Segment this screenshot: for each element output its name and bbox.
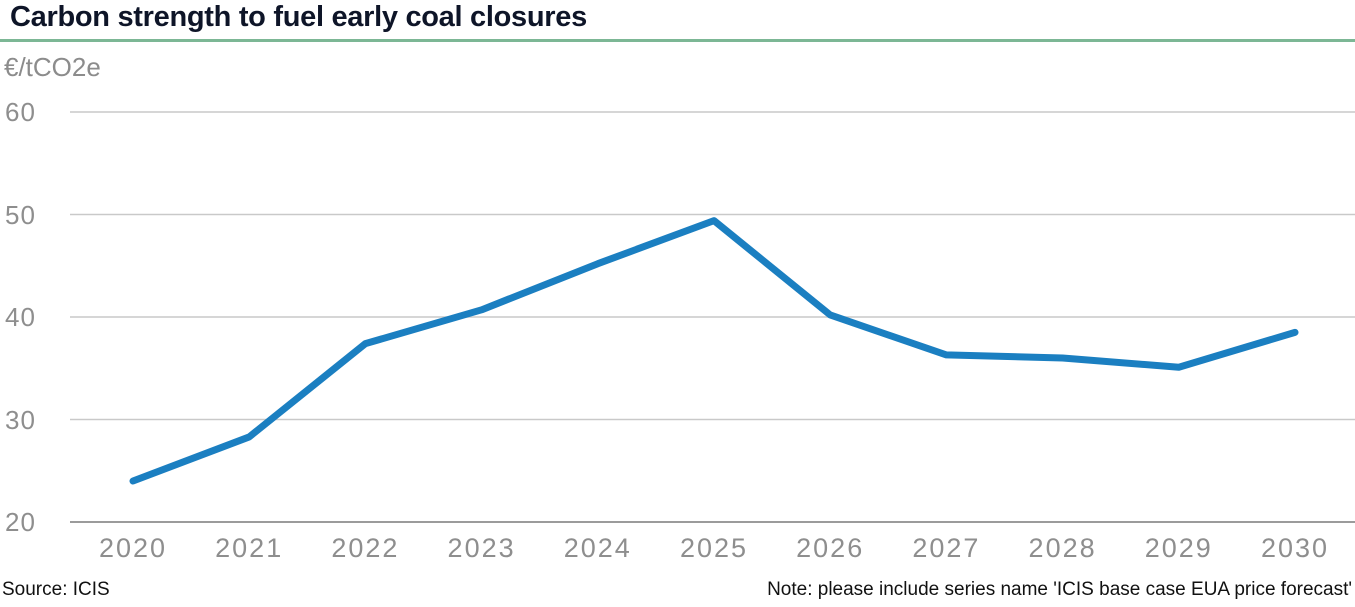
x-tick-label: 2025	[679, 533, 749, 563]
y-axis-unit-label: €/tCO2e	[4, 52, 101, 82]
y-tick-label: 50	[5, 199, 36, 230]
x-tick-label: 2028	[1028, 533, 1097, 563]
x-tick-label: 2024	[563, 533, 632, 563]
x-tick-label: 2030	[1260, 533, 1330, 563]
source-text: Source: ICIS	[2, 579, 110, 600]
title-underline-rule	[0, 39, 1355, 42]
note-text: Note: please include series name 'ICIS b…	[767, 579, 1352, 600]
series-line	[129, 217, 1299, 485]
x-tick-label: 2020	[98, 533, 168, 563]
x-tick-label: 2022	[331, 533, 400, 563]
y-tick-label: 60	[5, 97, 36, 127]
x-tick-label: 2027	[912, 533, 981, 563]
x-tick-label: 2029	[1144, 533, 1213, 563]
x-tick-label: 2023	[447, 533, 516, 563]
y-tick-label: 40	[5, 302, 36, 332]
y-tick-label: 30	[5, 404, 36, 435]
y-tick-label: 20	[5, 507, 36, 537]
x-tick-label: 2026	[796, 533, 865, 563]
x-tick-label: 2021	[215, 533, 284, 563]
chart-title: Carbon strength to fuel early coal closu…	[10, 1, 587, 33]
